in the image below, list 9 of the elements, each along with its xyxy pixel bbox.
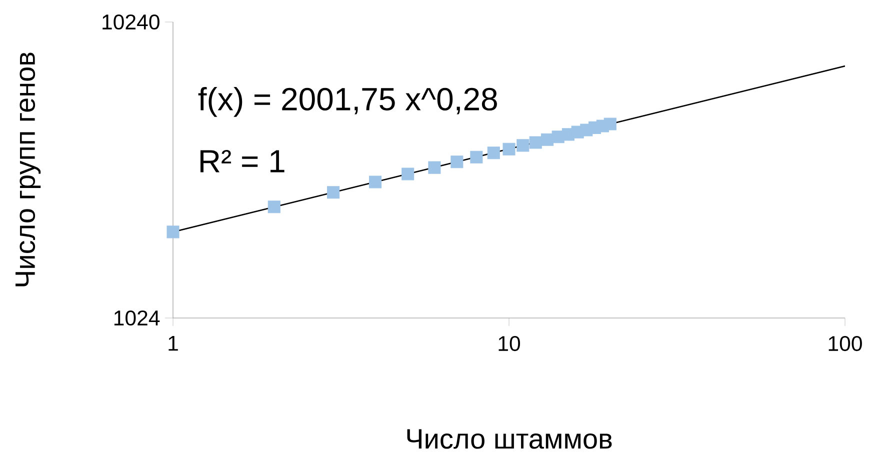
x-tick-label: 100 [828,336,862,352]
y-tick-label: 1024 [114,310,160,326]
annotation: R² = 1 [200,150,284,172]
y-tick-label: 10240 [102,14,160,30]
x-tick-label: 10 [498,336,520,352]
x-tick-label: 1 [168,336,178,351]
y-axis-title: Число групп генов [16,52,41,286]
x-axis-title: Число штаммов [407,429,612,449]
annotation: f(x) = 2001,75 x^0,28 [198,87,497,117]
